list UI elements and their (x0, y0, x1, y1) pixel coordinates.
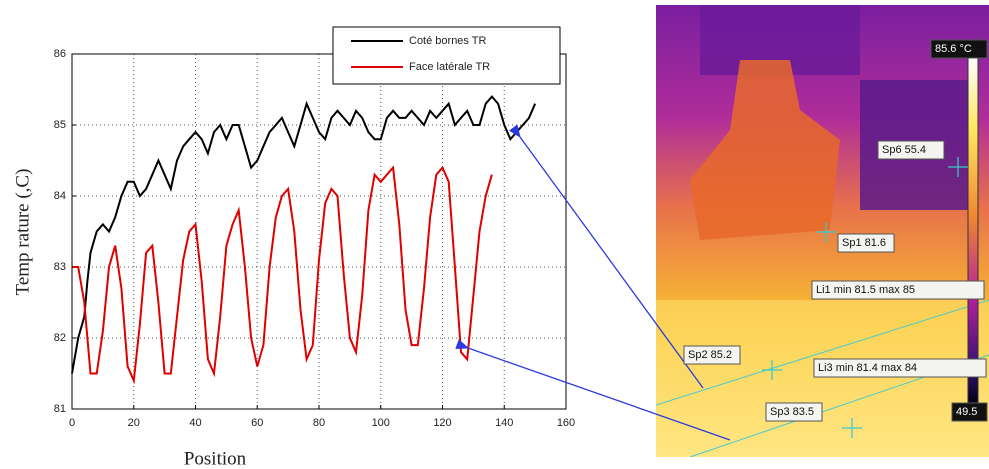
x-tick-label: 40 (189, 417, 201, 429)
thermal-tag-bg (951, 402, 988, 422)
data-line (72, 165, 493, 385)
thermal-tag: Sp1 81.6 (842, 237, 886, 249)
y-tick-label: 86 (54, 48, 66, 60)
thermal-tag-bg (930, 39, 988, 59)
thermal-image (656, 5, 989, 457)
legend-box (332, 26, 561, 85)
thermal-tag-bg (811, 280, 985, 300)
x-axis-label: Position (184, 448, 247, 469)
thermal-tag: 85.6 °C (935, 43, 972, 55)
data-line (71, 95, 537, 374)
thermal-tag: Sp6 55.4 (882, 144, 926, 156)
x-tick-label: 80 (313, 417, 325, 429)
spot-marker (842, 418, 862, 438)
thermal-tag-bg (877, 140, 945, 160)
legend-label: Face latérale TR (409, 61, 490, 73)
spot-marker (762, 360, 782, 380)
thermal-tag: Li3 min 81.4 max 84 (818, 362, 917, 374)
thermal-tag-bg (765, 402, 823, 422)
y-tick-label: 85 (54, 119, 66, 131)
x-tick-label: 60 (251, 417, 263, 429)
spot-marker (948, 157, 968, 177)
plot-frame (71, 53, 567, 410)
thermal-tag: 49.5 (956, 406, 977, 418)
x-tick-label: 100 (372, 417, 390, 429)
x-tick-label: 0 (69, 417, 75, 429)
x-tick-label: 20 (128, 417, 140, 429)
thermal-tag: Sp3 83.5 (770, 406, 814, 418)
thermal-tag: Sp2 85.2 (688, 349, 732, 361)
thermal-tag-bg (683, 345, 741, 365)
legend-label: Coté bornes TR (409, 35, 487, 47)
x-tick-label: 140 (495, 417, 513, 429)
y-tick-label: 83 (54, 261, 66, 273)
x-tick-label: 160 (557, 417, 575, 429)
arrow (455, 339, 731, 441)
y-tick-label: 84 (54, 190, 66, 202)
thermal-tag: Li1 min 81.5 max 85 (816, 284, 915, 296)
thermal-tag-bg (837, 233, 895, 253)
spot-marker (816, 222, 836, 242)
y-axis-label: Temp rature (,C) (12, 169, 33, 296)
y-tick-label: 82 (54, 332, 66, 344)
thermal-tag-bg (813, 358, 987, 378)
x-tick-label: 120 (433, 417, 451, 429)
arrow (508, 124, 704, 389)
y-tick-label: 81 (54, 403, 66, 415)
